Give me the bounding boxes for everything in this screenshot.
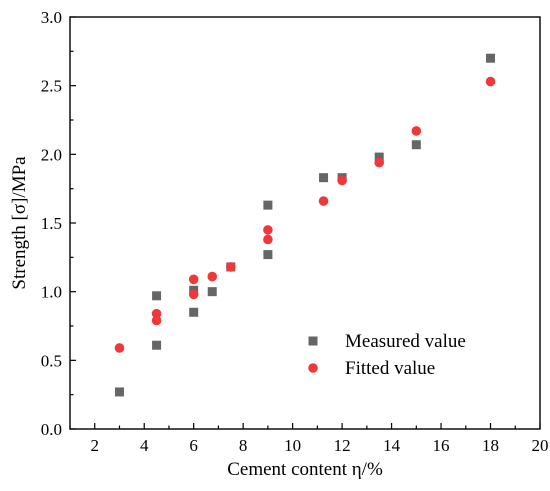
fitted-point <box>225 262 236 272</box>
fitted-point <box>485 76 496 87</box>
fitted-point <box>263 225 273 235</box>
measured-point <box>114 387 124 397</box>
fitted-point <box>188 274 199 285</box>
x-tick-label: 10 <box>284 436 301 455</box>
fitted-point <box>411 126 422 136</box>
measured-point <box>263 250 273 260</box>
measured-point <box>152 291 162 301</box>
y-tick-label: 1.0 <box>41 283 62 302</box>
x-axis: 2 4 6 8 10 12 14 16 18 20 <box>69 423 549 455</box>
measured-point <box>411 140 421 150</box>
series-fitted <box>114 76 496 353</box>
legend-marker-fitted <box>308 363 318 373</box>
fitted-point <box>114 343 125 353</box>
y-axis-title: Strength [σ]/MPa <box>9 156 30 290</box>
x-tick-label: 18 <box>482 436 499 455</box>
x-axis-title: Cement content η/% <box>227 459 383 480</box>
fitted-point <box>337 175 347 186</box>
fitted-point <box>263 234 273 245</box>
legend: Measured value Fitted value <box>308 331 466 379</box>
y-tick-label: 1.5 <box>41 214 62 233</box>
fitted-point <box>207 271 218 282</box>
plot-frame <box>69 16 541 430</box>
y-tick-label: 3.0 <box>41 8 62 27</box>
measured-point <box>263 200 273 210</box>
measured-point <box>374 152 384 162</box>
plot-border <box>69 16 541 430</box>
measured-point <box>152 340 162 350</box>
x-tick-label: 20 <box>532 436 549 455</box>
x-tick-label: 14 <box>383 436 401 455</box>
x-tick-label: 16 <box>433 436 450 455</box>
y-tick-label: 0.5 <box>41 351 62 370</box>
x-tick-label: 6 <box>189 436 198 455</box>
fitted-point <box>188 289 199 300</box>
x-tick-label: 4 <box>140 436 149 455</box>
measured-point <box>207 287 217 297</box>
x-tick-label: 8 <box>239 436 248 455</box>
fitted-point <box>318 196 329 206</box>
measured-point <box>189 307 199 317</box>
measured-point <box>486 53 496 63</box>
fitted-point <box>374 157 385 168</box>
legend-label: Fitted value <box>345 358 435 379</box>
data-points <box>114 53 496 397</box>
y-tick-label: 0.0 <box>41 420 62 439</box>
x-tick-label: 2 <box>90 436 99 455</box>
x-tick-label: 12 <box>334 436 351 455</box>
y-tick-label: 2.5 <box>41 77 62 96</box>
legend-marker-measured <box>308 336 318 346</box>
measured-point <box>319 173 329 183</box>
y-axis: 0.0 0.5 1.0 1.5 2.0 2.5 3.0 <box>41 8 76 439</box>
fitted-point <box>151 315 162 326</box>
legend-label: Measured value <box>345 331 466 352</box>
fitted-point <box>151 308 162 319</box>
y-tick-label: 2.0 <box>41 145 62 164</box>
